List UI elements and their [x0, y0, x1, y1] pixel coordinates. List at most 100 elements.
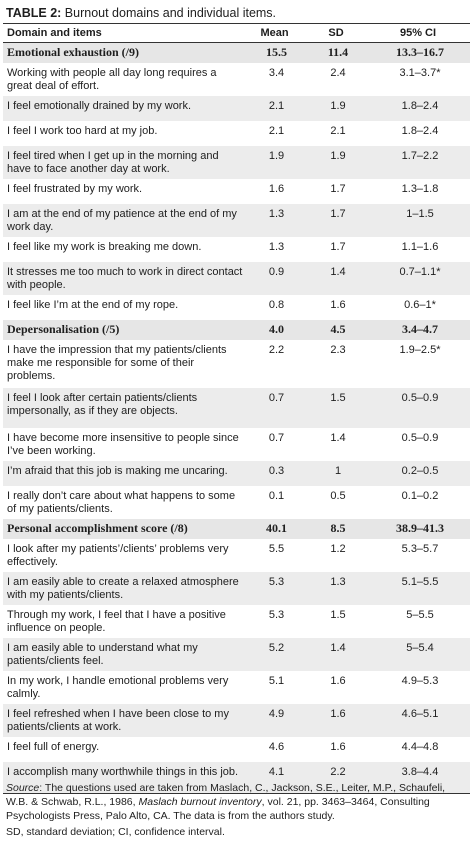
item-row: I feel tired when I get up in the mornin…	[3, 146, 470, 179]
row-sd: 1.7	[330, 183, 346, 195]
row-ci: 1.3–1.8	[401, 183, 439, 195]
item-row: I’m afraid that this job is making me un…	[3, 461, 470, 486]
source-note: Source: The questions used are taken fro…	[6, 781, 464, 823]
column-header-sd: SD	[328, 27, 344, 39]
source-label: Source	[6, 782, 40, 794]
row-ci: 13.3–16.7	[396, 45, 444, 59]
row-mean: 1.9	[268, 150, 285, 162]
row-label: Working with people all day long require…	[7, 67, 217, 92]
abbreviations-note: SD, standard deviation; CI, confidence i…	[6, 826, 225, 838]
domain-row: Emotional exhaustion (/9) 15.5 11.4 13.3–16…	[3, 42, 470, 63]
row-label: I feel I work too hard at my job.	[7, 125, 158, 137]
item-row: I feel like my work is breaking me down.…	[3, 237, 470, 262]
row-ci: 0.5–0.9	[401, 432, 439, 444]
row-mean: 15.5	[266, 45, 287, 59]
item-row: I feel frustrated by my work. 1.6 1.7 1.3–1…	[3, 179, 470, 204]
item-row: I feel emotionally drained by my work. 2.…	[3, 96, 470, 121]
row-label: I have become more insensitive to people…	[7, 432, 239, 457]
row-ci: 5–5.4	[406, 642, 434, 654]
row-mean: 1.3	[268, 208, 285, 220]
row-sd: 0.5	[330, 490, 346, 502]
row-ci: 1.7–2.2	[401, 150, 439, 162]
row-label: I accomplish many worthwhile things in t…	[7, 766, 239, 778]
item-row: I feel full of energy. 4.6 1.6 4.4–4.8	[3, 737, 470, 762]
row-sd: 2.4	[330, 67, 346, 79]
column-header-ci: 95% CI	[399, 27, 437, 39]
row-sd: 1.9	[330, 100, 346, 112]
row-mean: 1.6	[268, 183, 285, 195]
table-body: Emotional exhaustion (/9) 15.5 1 1.4 13.3–16…	[3, 42, 470, 794]
row-sd: 1.4	[330, 432, 346, 444]
row-label: I feel like I’m at the end of my rope.	[7, 299, 179, 311]
row-ci: 38.9–41.3	[396, 521, 444, 535]
row-label: I’m afraid that this job is making me un…	[7, 465, 228, 477]
item-row: I feel I work too hard at my job. 2.1 2.1 1…	[3, 121, 470, 146]
row-mean: 5.1	[268, 675, 285, 687]
row-sd: 1.7	[330, 241, 346, 253]
row-mean: 2.1	[268, 125, 285, 137]
item-row: I am easily able to create a relaxed atm…	[3, 572, 470, 605]
row-label: I look after my patients’/clients’ probl…	[7, 543, 229, 568]
item-row: I feel refreshed when I have been close …	[3, 704, 470, 737]
row-ci: 5–5.5	[406, 609, 434, 621]
item-row: I look after my patients’/clients’ probl…	[3, 539, 470, 572]
row-sd: 1.6	[330, 299, 346, 311]
source-text-b: , vol. 21, pp. 3463–3464, Consulting Psy…	[6, 796, 430, 822]
item-row: In my work, I handle emotional problems …	[3, 671, 470, 704]
row-label: I am easily able to understand what my p…	[7, 642, 198, 667]
row-sd: 2.1	[330, 125, 346, 137]
row-sd: 1.3	[330, 576, 346, 588]
row-sd: 1.4	[330, 642, 346, 654]
row-label: I feel frustrated by my work.	[7, 183, 143, 195]
row-sd: 1.9	[330, 150, 346, 162]
row-ci: 1.8–2.4	[401, 125, 439, 137]
table-header-row: Domain and items Mean SD 95% CI	[3, 23, 470, 43]
item-row: I am at the end of my patience at the en…	[3, 204, 470, 237]
table-caption-label: TABLE 2:	[6, 6, 62, 20]
row-sd: 8.5	[330, 521, 346, 535]
row-sd: 1.5	[330, 392, 346, 404]
domain-row: Personal accomplishment score (/8) 40.1 8.…	[3, 519, 470, 539]
row-label: Depersonalisation (/5)	[7, 322, 120, 336]
row-ci: 3.4–4.7	[402, 322, 438, 336]
row-mean: 2.2	[268, 344, 285, 356]
row-mean: 3.4	[268, 67, 285, 79]
row-mean: 5.3	[268, 576, 285, 588]
row-mean: 5.5	[268, 543, 285, 555]
row-mean: 5.2	[268, 642, 285, 654]
row-ci: 0.5–0.9	[401, 392, 439, 404]
row-ci: 1–1.5	[406, 208, 434, 220]
row-mean: 0.3	[268, 465, 285, 477]
row-ci: 4.6–5.1	[401, 708, 439, 720]
column-header-mean: Mean	[260, 27, 289, 39]
row-label: I feel refreshed when I have been close …	[7, 708, 229, 733]
row-mean: 1.3	[268, 241, 285, 253]
row-ci: 0.1–0.2	[401, 490, 439, 502]
table-caption: TABLE 2: Burnout domains and individual …	[6, 5, 276, 21]
row-sd: 1	[334, 465, 342, 477]
row-sd: 1.6	[330, 675, 346, 687]
row-sd: 2.3	[330, 344, 346, 356]
row-label: I feel I look after certain patients/cli…	[7, 392, 198, 417]
row-mean: 0.8	[268, 299, 285, 311]
row-sd: 1.5	[330, 609, 346, 621]
row-ci: 3.1–3.7*	[399, 67, 441, 79]
column-header-domain: Domain and items	[7, 27, 102, 39]
row-label: I am easily able to create a relaxed atm…	[7, 576, 239, 601]
burnout-table: Domain and items Mean SD 95% CI Emotiona…	[3, 23, 470, 794]
row-sd: 1.4	[330, 266, 346, 278]
row-ci: 5.3–5.7	[401, 543, 439, 555]
row-label: I really don’t care about what happens t…	[7, 490, 236, 515]
row-label: I feel like my work is breaking me down.	[7, 241, 202, 253]
row-ci: 1.9–2.5*	[399, 344, 441, 356]
item-row: I am easily able to understand what my p…	[3, 638, 470, 671]
row-mean: 2.1	[268, 100, 285, 112]
row-mean: 4.9	[268, 708, 285, 720]
table-caption-text: Burnout domains and individual items.	[61, 6, 277, 20]
row-ci: 0.6–1*	[404, 299, 436, 311]
row-ci: 3.8–4.4	[401, 766, 439, 778]
row-mean: 0.1	[268, 490, 285, 502]
row-label: Emotional exhaustion (/9)	[7, 45, 140, 59]
item-row: I feel like I’m at the end of my rope. 0.…	[3, 295, 470, 320]
